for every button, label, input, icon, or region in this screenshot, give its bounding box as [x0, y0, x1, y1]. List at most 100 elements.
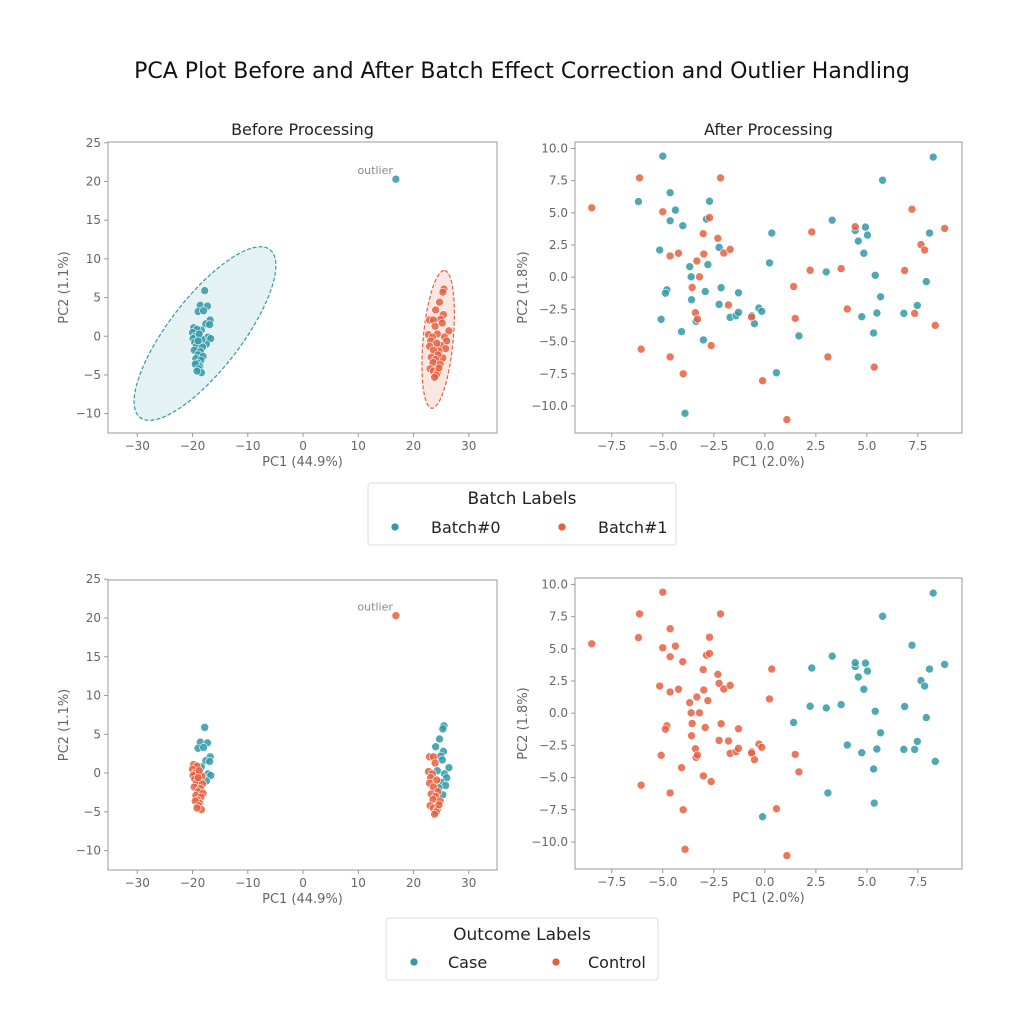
y-tick-label: 0.0 — [549, 270, 568, 284]
data-point — [910, 309, 919, 318]
data-point — [857, 748, 867, 758]
x-tick-label: −2.5 — [699, 439, 728, 453]
y-tick-label: −7.5 — [539, 803, 568, 817]
legend-label: Batch#1 — [598, 518, 668, 537]
x-tick-label: −10 — [235, 439, 260, 453]
data-point — [907, 204, 917, 214]
data-point — [716, 283, 726, 293]
data-point — [656, 751, 666, 760]
y-tick-label: −5.0 — [539, 771, 568, 785]
x-tick-label: −30 — [125, 876, 150, 890]
data-point — [725, 245, 735, 254]
data-point — [912, 301, 922, 310]
data-point — [921, 713, 931, 722]
data-point — [634, 197, 643, 206]
data-point — [432, 338, 442, 348]
data-point — [767, 664, 777, 674]
y-tick-label: −2.5 — [539, 302, 568, 316]
data-point — [869, 798, 879, 808]
subplot-title: After Processing — [704, 120, 833, 139]
data-point — [734, 744, 743, 753]
data-point — [725, 681, 735, 690]
data-point — [714, 736, 724, 745]
legend-marker-batch1 — [557, 522, 567, 532]
data-point — [430, 372, 439, 382]
data-point — [850, 222, 860, 232]
x-tick-label: 2.5 — [806, 439, 825, 453]
data-point — [705, 213, 714, 222]
data-point — [713, 234, 723, 243]
data-point — [431, 742, 440, 752]
y-tick-label: 5 — [93, 291, 101, 305]
data-point — [434, 800, 444, 810]
data-point — [693, 314, 702, 324]
data-point — [391, 174, 401, 184]
data-point — [863, 230, 872, 240]
data-point — [193, 336, 203, 346]
data-point — [794, 767, 804, 777]
data-point — [772, 368, 781, 378]
data-point — [678, 805, 688, 815]
legend-label: Control — [588, 953, 646, 972]
x-tick-label: −10 — [235, 876, 260, 890]
y-tick-label: 15 — [86, 213, 101, 227]
data-point — [863, 666, 872, 676]
data-point — [869, 764, 878, 774]
data-point — [656, 315, 666, 324]
y-axis-label: PC2 (1.1%) — [57, 689, 72, 762]
data-point — [861, 222, 870, 232]
data-point — [671, 205, 680, 215]
data-point — [692, 256, 702, 266]
y-tick-label: −10 — [76, 407, 101, 421]
data-point — [757, 743, 767, 752]
x-tick-label: 7.5 — [908, 439, 927, 453]
data-point — [699, 249, 709, 259]
data-point — [199, 743, 208, 752]
y-tick-label: 5.0 — [549, 642, 568, 656]
data-point — [437, 318, 447, 328]
data-point — [940, 224, 949, 233]
legend-marker-control — [551, 957, 561, 967]
x-tick-label: 0 — [299, 876, 307, 890]
data-point — [821, 267, 831, 277]
data-point — [857, 312, 867, 322]
data-point — [687, 295, 696, 305]
x-tick-label: 30 — [461, 876, 476, 890]
y-tick-label: 20 — [86, 611, 101, 625]
data-point — [698, 665, 708, 674]
data-point — [686, 708, 696, 718]
y-tick-label: 0 — [93, 329, 101, 343]
data-point — [693, 750, 702, 760]
data-point — [658, 151, 668, 161]
data-point — [920, 681, 929, 691]
data-point — [734, 288, 743, 298]
data-point — [665, 352, 675, 362]
data-point — [678, 369, 688, 379]
data-point — [859, 248, 869, 258]
figure-title: PCA Plot Before and After Batch Effect C… — [134, 59, 910, 84]
y-tick-label: 20 — [86, 174, 101, 188]
data-point — [665, 652, 675, 662]
subplot-4: −7.5 −5.0 −2.5 0.0 2.5 5.0 7.5 −10.0 −7.5 −5.0 −2.… — [516, 577, 963, 906]
data-point — [716, 173, 725, 183]
y-tick-label: 10 — [86, 252, 101, 266]
data-point — [680, 844, 690, 854]
data-point — [636, 780, 646, 790]
y-tick-label: 10.0 — [541, 577, 568, 591]
data-point — [200, 286, 209, 295]
data-point — [685, 698, 695, 707]
x-tick-label: −20 — [180, 439, 205, 453]
data-point — [782, 851, 792, 860]
y-tick-label: −5 — [83, 805, 101, 819]
data-point — [655, 681, 665, 691]
data-point — [698, 229, 708, 238]
data-point — [438, 724, 448, 734]
legend-batch: Batch Labels Batch#0 Batch#1 — [367, 482, 677, 546]
data-point — [587, 203, 597, 213]
data-point — [199, 306, 208, 316]
data-point — [907, 640, 917, 650]
data-point — [435, 297, 444, 307]
data-point — [870, 270, 880, 280]
